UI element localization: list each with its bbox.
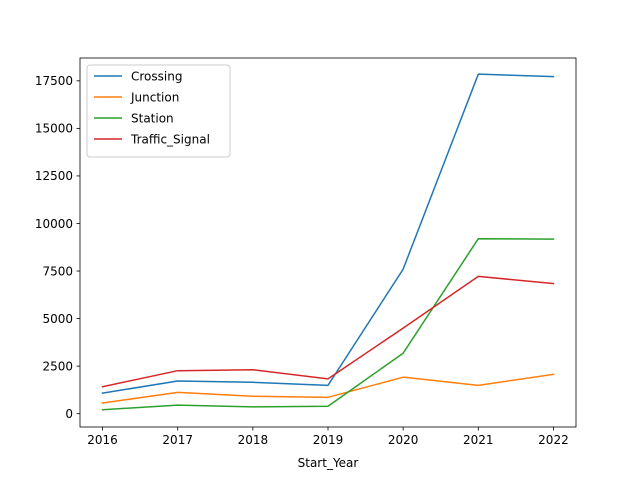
legend-label: Traffic_Signal [130,132,210,146]
series-line-2 [101,237,555,411]
x-tick-label: 2017 [162,433,193,447]
y-tick-label: 17500 [35,74,73,88]
y-tick-label: 0 [65,407,73,421]
x-axis-label: Start_Year [298,456,359,470]
y-tick-label: 15000 [35,122,73,136]
x-axis: 2016 2017 2018 2019 2020 2021 2022 [87,427,569,447]
series-line-0 [101,73,555,395]
legend-box [86,64,231,158]
series-line-3 [101,275,555,388]
legend-label: Station [131,111,174,125]
x-tick-label: 2016 [87,433,118,447]
y-tick-label: 10000 [35,217,73,231]
series-layer [101,73,555,411]
y-tick-label: 5000 [42,312,73,326]
y-axis: 0 2500 5000 7500 10000 12500 15000 17500 [35,74,80,421]
x-tick-label: 2019 [313,433,344,447]
legend: Crossing Junction Station Traffic_Signal [86,64,231,158]
x-tick-label: 2020 [388,433,419,447]
legend-label: Junction [130,90,179,104]
legend-label: Crossing [131,69,182,83]
y-tick-label: 12500 [35,169,73,183]
x-tick-label: 2022 [538,433,569,447]
x-tick-label: 2018 [238,433,269,447]
y-tick-label: 7500 [42,264,73,278]
y-tick-label: 2500 [42,359,73,373]
x-tick-label: 2021 [463,433,494,447]
series-line-1 [101,373,555,404]
